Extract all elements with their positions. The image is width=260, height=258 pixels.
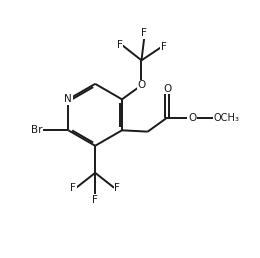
Text: O: O xyxy=(137,80,146,90)
Text: OCH₃: OCH₃ xyxy=(214,112,240,123)
Text: F: F xyxy=(141,28,147,38)
Text: F: F xyxy=(70,183,76,193)
Text: F: F xyxy=(114,183,120,193)
Text: O: O xyxy=(188,112,196,123)
Text: O: O xyxy=(163,84,171,94)
Text: F: F xyxy=(92,195,98,205)
Text: Br: Br xyxy=(31,125,43,135)
Text: F: F xyxy=(161,42,167,52)
Text: F: F xyxy=(117,41,122,50)
Text: N: N xyxy=(64,94,72,104)
